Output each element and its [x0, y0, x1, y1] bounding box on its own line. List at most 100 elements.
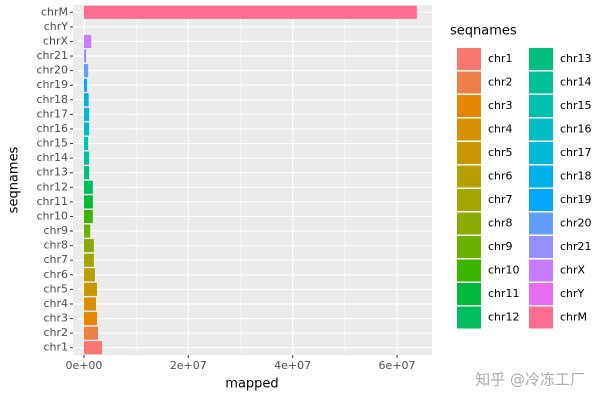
- bar: [83, 49, 87, 63]
- legend-key: [529, 48, 553, 70]
- legend-label: chr16: [560, 123, 592, 136]
- legend-key: [529, 259, 553, 282]
- y-tick-label: chrX: [43, 34, 69, 47]
- legend-label: chr8: [488, 217, 513, 230]
- y-tick-label: chr3: [43, 312, 68, 325]
- y-tick-label: chr9: [43, 224, 68, 237]
- legend-label: chr15: [560, 99, 592, 112]
- bar: [83, 93, 89, 107]
- legend-label: chr19: [560, 193, 592, 206]
- bar: [83, 34, 92, 49]
- y-axis-title: seqnames: [7, 146, 22, 213]
- legend-label: chr4: [488, 123, 513, 136]
- legend-label: chrX: [560, 264, 586, 277]
- bar: [83, 136, 89, 151]
- y-tick-label: chr2: [43, 326, 68, 339]
- legend-label: chr7: [488, 193, 513, 206]
- bar: [83, 239, 94, 253]
- y-tick-label: chr19: [36, 78, 68, 91]
- bar: [83, 282, 98, 296]
- legend-key: [529, 142, 553, 164]
- legend-key: [529, 236, 553, 258]
- legend-key: [529, 95, 553, 117]
- bar: [83, 78, 88, 92]
- legend-key: [457, 48, 481, 70]
- x-tick-label: 0e+00: [65, 359, 102, 372]
- bar: [83, 341, 102, 355]
- legend-label: chr1: [488, 52, 513, 65]
- legend-label: chr3: [488, 99, 513, 112]
- legend-key: [529, 165, 553, 188]
- legend-label: chr2: [488, 76, 513, 89]
- y-tick-label: chr10: [36, 209, 68, 222]
- y-tick-label: chr17: [36, 107, 68, 120]
- legend-label: chr12: [488, 311, 520, 324]
- legend-key: [457, 236, 481, 258]
- watermark: 知乎 @冷冻工厂: [475, 371, 585, 389]
- bar: [83, 107, 90, 121]
- y-tick-label: chr1: [43, 341, 68, 354]
- y-tick-label: chr7: [43, 253, 68, 266]
- legend-key: [457, 142, 481, 164]
- bar: [83, 297, 96, 311]
- panel: [73, 5, 432, 355]
- y-tick-label: chrM: [41, 5, 68, 18]
- bar: [83, 166, 90, 180]
- y-tick-label: chr5: [43, 282, 68, 295]
- y-tick-label: chr15: [36, 137, 68, 150]
- legend-label: chr20: [560, 217, 592, 230]
- legend-label: chrM: [560, 311, 587, 324]
- legend-label: chr17: [560, 146, 592, 159]
- bar: [83, 151, 90, 165]
- legend-key: [529, 71, 553, 94]
- bar: [83, 195, 93, 209]
- legend-label: chr11: [488, 287, 520, 300]
- legend-key: [457, 165, 481, 188]
- legend-label: chr6: [488, 170, 513, 183]
- legend-label: chrY: [560, 287, 585, 300]
- y-tick-label: chrY: [44, 20, 69, 33]
- y-tick-label: chr20: [36, 64, 68, 77]
- legend-key: [457, 118, 481, 141]
- bar: [83, 268, 95, 282]
- legend-label: chr5: [488, 146, 513, 159]
- y-tick-label: chr21: [36, 49, 68, 62]
- y-tick-label: chr16: [36, 122, 68, 135]
- legend-key: [457, 95, 481, 117]
- y-tick-label: chr11: [36, 195, 68, 208]
- legend-key: [457, 189, 481, 211]
- x-tick-label: 6e+07: [379, 359, 416, 372]
- legend-title: seqnames: [450, 24, 517, 39]
- y-tick-label: chr6: [43, 268, 68, 281]
- legend-key: [529, 283, 553, 305]
- legend-key: [457, 283, 481, 305]
- x-tick-label: 4e+07: [274, 359, 311, 372]
- legend-key: [457, 306, 481, 329]
- legend-key: [529, 306, 553, 329]
- bar: [83, 180, 93, 194]
- legend-label: chr14: [560, 76, 592, 89]
- bar: [83, 122, 90, 136]
- x-tick-label: 2e+07: [170, 359, 207, 372]
- y-tick-label: chr12: [36, 180, 68, 193]
- y-tick-label: chr13: [36, 166, 68, 179]
- bar: [83, 224, 91, 238]
- y-tick-label: chr14: [36, 151, 68, 164]
- legend-label: chr9: [488, 240, 513, 253]
- bar: [83, 64, 89, 78]
- y-tick-label: chr8: [43, 239, 68, 252]
- legend-key: [529, 189, 553, 211]
- legend-key: [457, 212, 481, 235]
- y-tick-label: chr18: [36, 93, 68, 106]
- y-tick-label: chr4: [43, 297, 68, 310]
- bar: [83, 253, 94, 267]
- legend-label: chr21: [560, 240, 592, 253]
- legend-label: chr13: [560, 52, 592, 65]
- legend-label: chr18: [560, 170, 592, 183]
- bar: [83, 209, 93, 224]
- legend-key: [529, 212, 553, 235]
- legend-key: [529, 118, 553, 141]
- bar: [83, 5, 417, 19]
